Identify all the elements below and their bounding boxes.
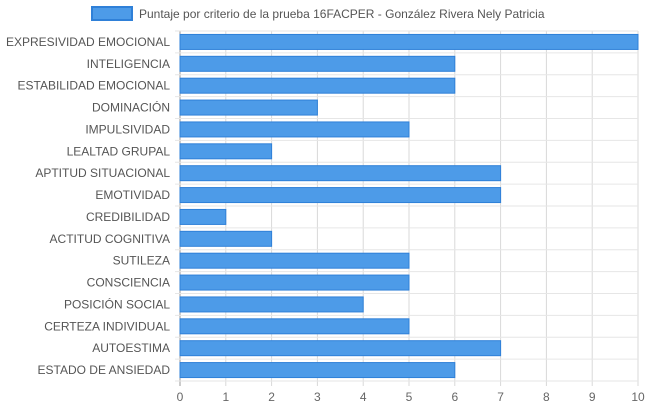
x-tick-label-3: 3 bbox=[314, 390, 321, 404]
bar-6[interactable] bbox=[179, 143, 273, 160]
category-label-12: CONSCIENCIA bbox=[87, 276, 170, 290]
category-labels: EXPRESIVIDAD EMOCIONAL INTELIGENCIA ESTABI… bbox=[6, 35, 170, 377]
category-label-3: ESTABILIDAD EMOCIONAL bbox=[18, 79, 171, 93]
category-label-4: DOMINACIÓN bbox=[92, 100, 170, 115]
legend-label[interactable]: Puntaje por criterio de la prueba 16FACP… bbox=[139, 7, 545, 21]
bar-13[interactable] bbox=[179, 296, 364, 313]
bar-14[interactable] bbox=[179, 318, 410, 335]
bar-9[interactable] bbox=[179, 208, 227, 225]
category-label-1: EXPRESIVIDAD EMOCIONAL bbox=[6, 35, 170, 49]
category-label-5: IMPULSIVIDAD bbox=[85, 122, 170, 136]
bar-7[interactable] bbox=[179, 165, 502, 182]
bar-11[interactable] bbox=[179, 252, 410, 269]
bar-16[interactable] bbox=[179, 362, 456, 379]
category-label-13: POSICIÓN SOCIAL bbox=[64, 296, 170, 311]
x-tick-labels: 0 1 2 3 4 5 6 7 8 9 10 bbox=[177, 390, 645, 404]
category-label-15: AUTOESTIMA bbox=[92, 341, 170, 355]
x-tick-label-6: 6 bbox=[451, 390, 458, 404]
category-label-11: SUTILEZA bbox=[113, 254, 170, 268]
bar-1[interactable] bbox=[179, 33, 639, 50]
category-label-6: LEALTAD GRUPAL bbox=[67, 144, 171, 158]
bar-8[interactable] bbox=[179, 187, 502, 204]
category-label-9: CREDIBILIDAD bbox=[86, 210, 170, 224]
bar-10[interactable] bbox=[179, 230, 273, 247]
bar-3[interactable] bbox=[179, 77, 456, 94]
legend-swatch[interactable] bbox=[91, 6, 133, 21]
x-tick-label-4: 4 bbox=[360, 390, 367, 404]
bar-5[interactable] bbox=[179, 121, 410, 138]
x-tick-label-5: 5 bbox=[406, 390, 413, 404]
legend[interactable]: Puntaje por criterio de la prueba 16FACP… bbox=[91, 6, 545, 21]
category-label-16: ESTADO DE ANSIEDAD bbox=[38, 363, 171, 377]
x-tick-label-1: 1 bbox=[222, 390, 229, 404]
bar-4[interactable] bbox=[179, 99, 318, 116]
x-tick-label-9: 9 bbox=[589, 390, 596, 404]
category-label-10: ACTITUD COGNITIVA bbox=[50, 232, 170, 246]
x-tick-label-0: 0 bbox=[177, 390, 184, 404]
x-tick-label-10: 10 bbox=[631, 390, 645, 404]
bars bbox=[179, 33, 639, 379]
category-label-2: INTELIGENCIA bbox=[87, 57, 170, 71]
bar-2[interactable] bbox=[179, 55, 456, 72]
x-tick-label-7: 7 bbox=[497, 390, 504, 404]
x-tick-label-8: 8 bbox=[543, 390, 550, 404]
bar-12[interactable] bbox=[179, 274, 410, 291]
category-label-8: EMOTIVIDAD bbox=[95, 188, 170, 202]
x-tick-label-2: 2 bbox=[268, 390, 275, 404]
category-label-14: CERTEZA INDIVIDUAL bbox=[44, 319, 170, 333]
bar-15[interactable] bbox=[179, 340, 502, 357]
category-label-7: APTITUD SITUACIONAL bbox=[35, 166, 170, 180]
